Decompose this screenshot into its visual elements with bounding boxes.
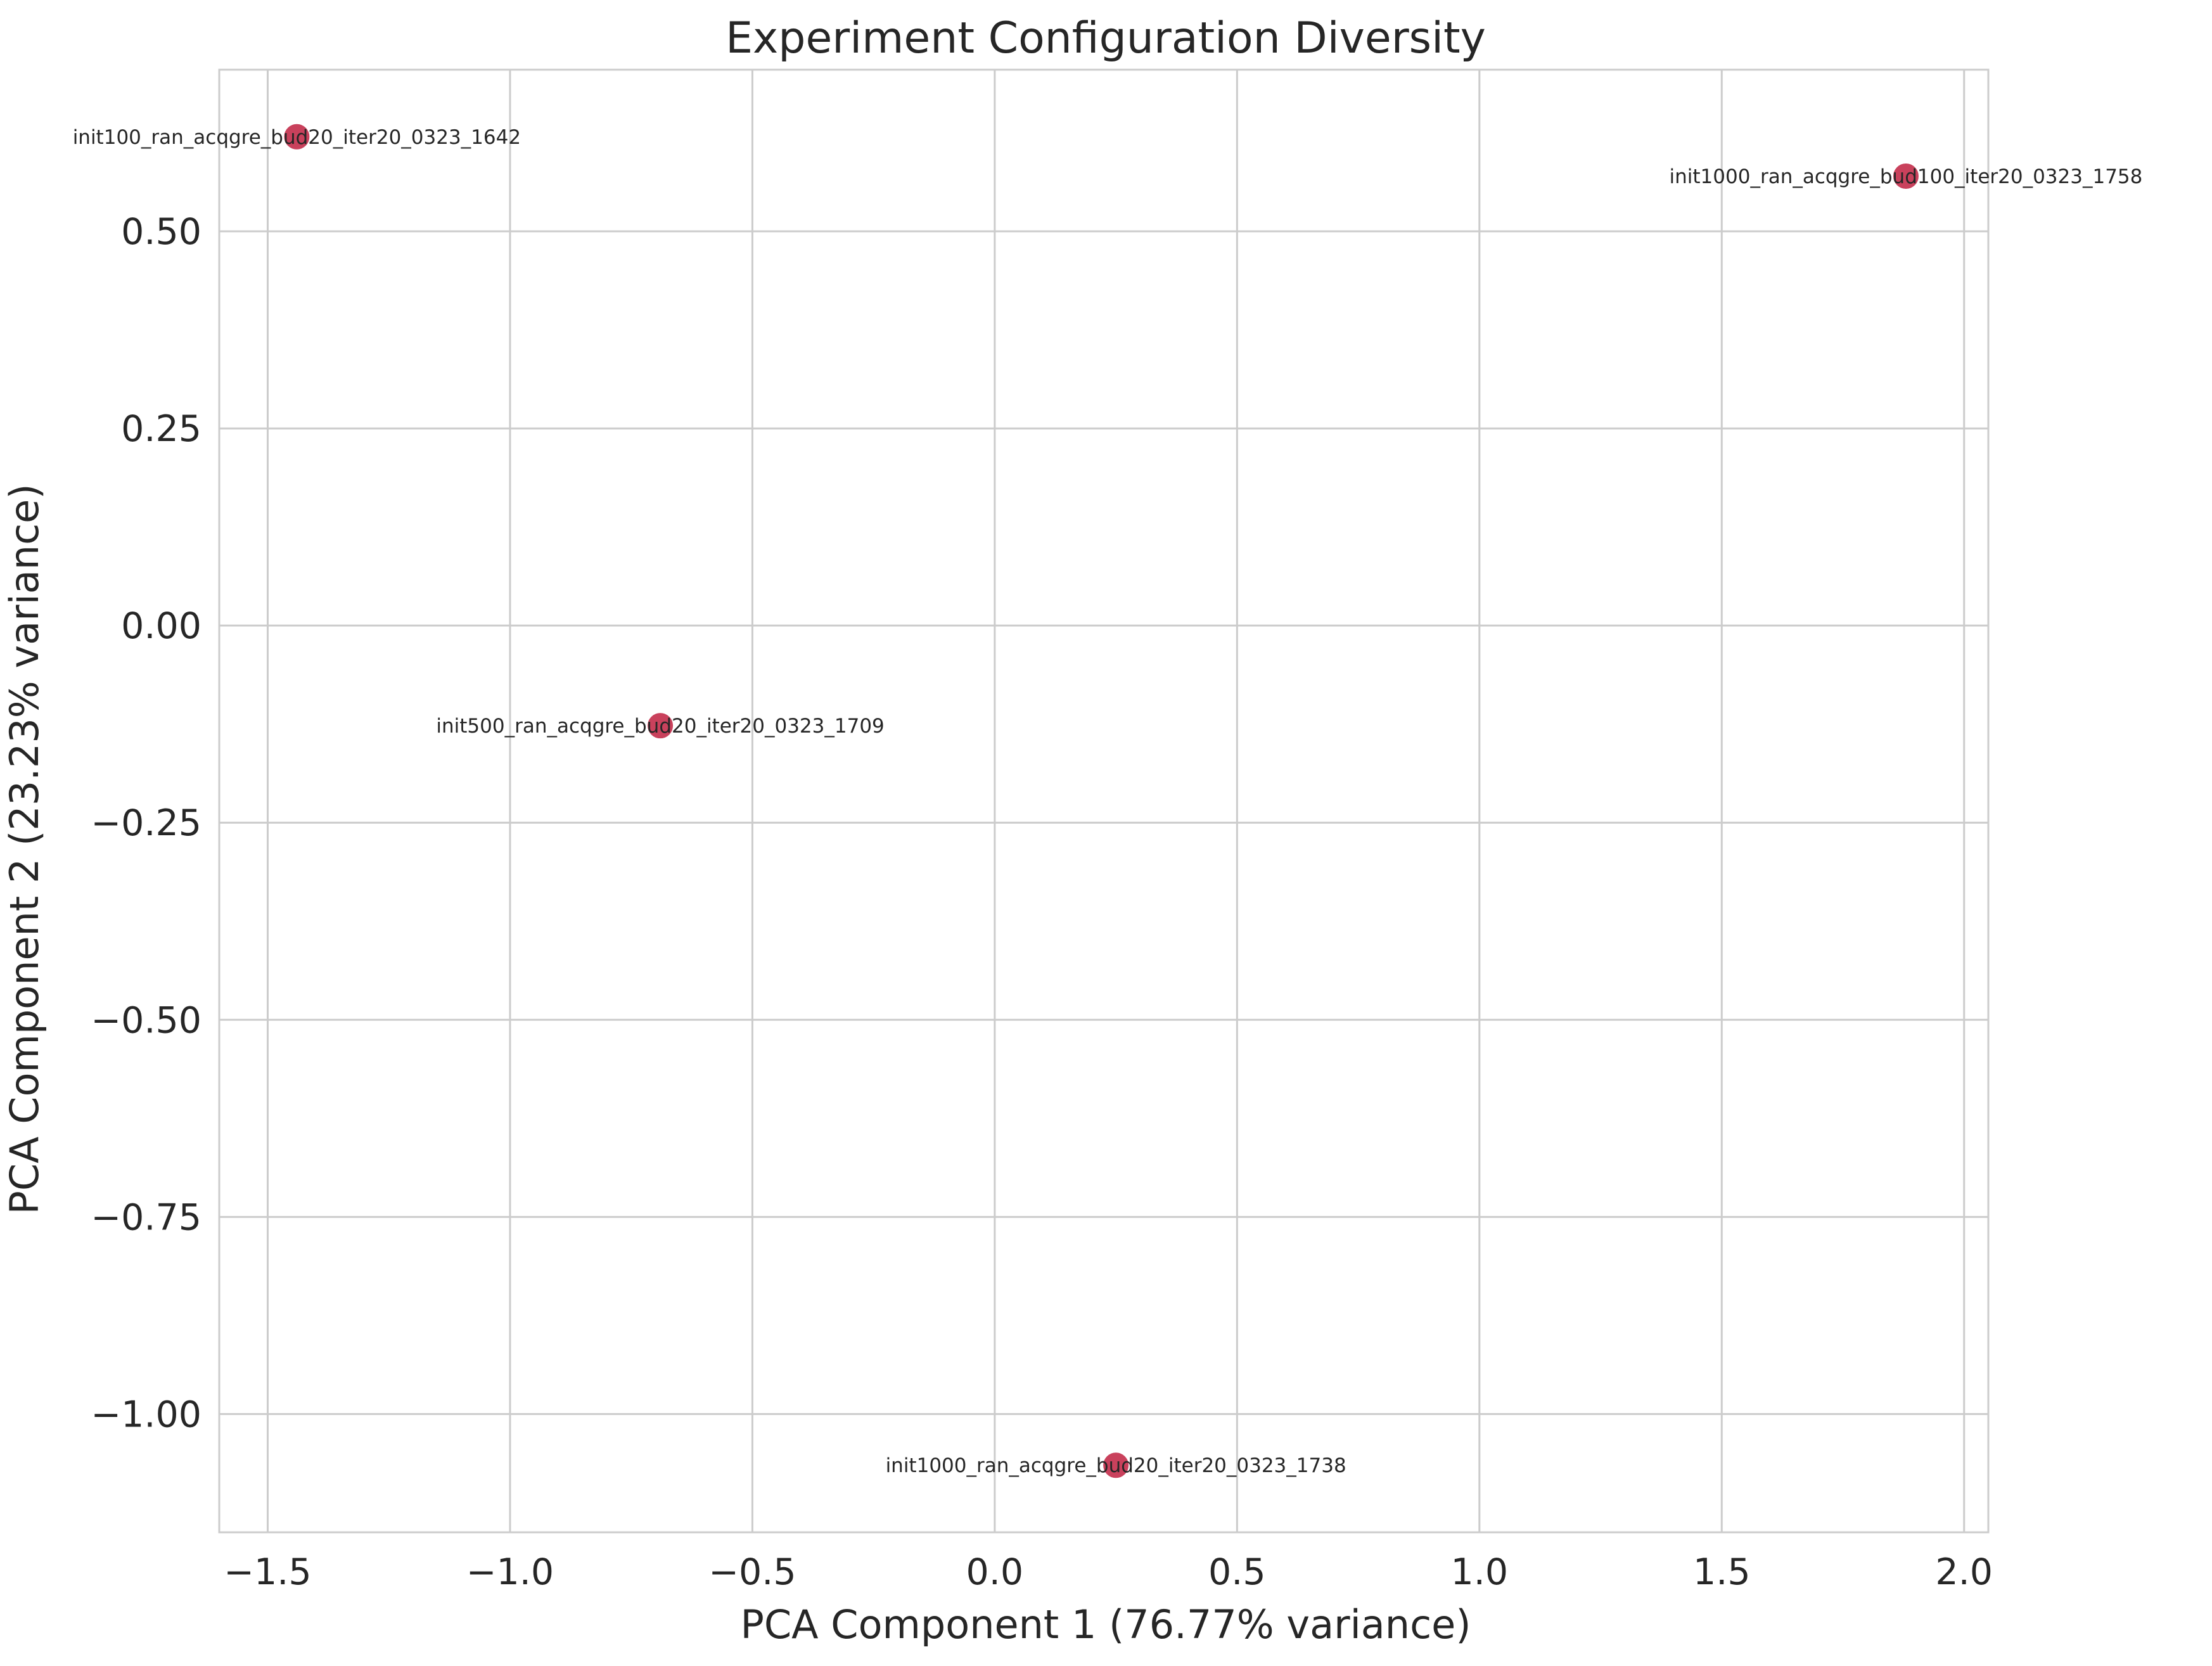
data-point xyxy=(1102,1451,1130,1480)
data-point xyxy=(1891,162,1920,190)
y-tick-label: 0.00 xyxy=(121,605,201,647)
x-tick-label: −1.0 xyxy=(466,1551,554,1593)
x-tick-label: 1.5 xyxy=(1693,1551,1751,1593)
y-tick-label: −0.25 xyxy=(91,802,201,844)
point-label: init500_ran_acqgre_bud20_iter20_0323_170… xyxy=(436,715,884,738)
plot-frame xyxy=(218,68,1990,1534)
x-tick-labels: −1.5 −1.0 −0.5 0.0 0.5 1.0 1.5 2.0 xyxy=(224,1551,1993,1593)
x-tick-label: −1.5 xyxy=(224,1551,311,1593)
y-tick-label: 0.50 xyxy=(121,211,201,253)
grid-lines xyxy=(219,70,1988,1532)
y-tick-label: −0.75 xyxy=(91,1196,201,1238)
x-tick-label: 0.5 xyxy=(1208,1551,1266,1593)
x-axis-label: PCA Component 1 (76.77% variance) xyxy=(740,1601,1471,1648)
y-tick-labels: −1.00 −0.75 −0.50 −0.25 0.00 0.25 0.50 xyxy=(91,211,201,1435)
x-tick-label: 1.0 xyxy=(1450,1551,1508,1593)
data-point xyxy=(283,122,311,151)
point-label: init1000_ran_acqgre_bud20_iter20_0323_17… xyxy=(886,1454,1346,1477)
data-points xyxy=(283,122,1920,1480)
point-label: init1000_ran_acqgre_bud100_iter20_0323_1… xyxy=(1670,165,2143,188)
y-tick-label: −0.50 xyxy=(91,999,201,1041)
x-tick-label: 0.0 xyxy=(966,1551,1024,1593)
y-tick-label: 0.25 xyxy=(121,408,201,450)
data-point xyxy=(646,712,675,740)
chart-title: Experiment Configuration Diversity xyxy=(726,13,1486,63)
x-tick-label: −0.5 xyxy=(708,1551,796,1593)
y-tick-label: −1.00 xyxy=(91,1394,201,1435)
x-tick-label: 2.0 xyxy=(1935,1551,1993,1593)
point-label: init100_ran_acqgre_bud20_iter20_0323_164… xyxy=(73,126,521,149)
point-labels: init100_ran_acqgre_bud20_iter20_0323_164… xyxy=(73,126,2143,1477)
y-axis-label: PCA Component 2 (23.23% variance) xyxy=(1,484,48,1214)
